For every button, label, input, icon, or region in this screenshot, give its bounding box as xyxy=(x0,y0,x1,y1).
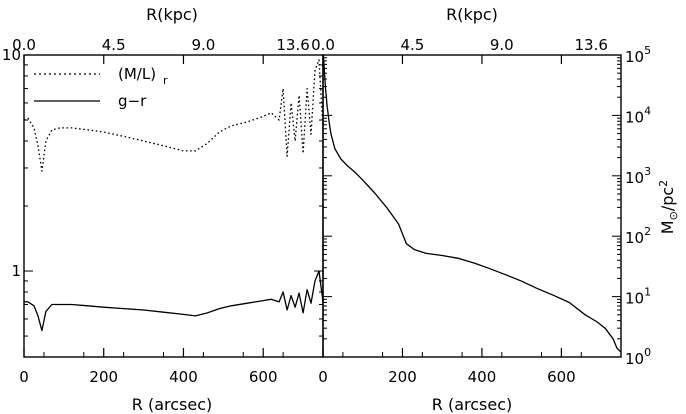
x-tick-label: 0 xyxy=(19,368,29,386)
x2-tick-label: 0.0 xyxy=(12,36,36,54)
right-bottom-axis-title: R (arcsec) xyxy=(432,395,513,414)
x2-tick-label: 0.0 xyxy=(311,36,335,54)
y-right-tick-label: 105 xyxy=(625,44,651,66)
x-tick-label: 200 xyxy=(388,368,417,386)
left-panel: 0 200 400 600 0.0 4.5 9.0 13.6 1 10 xyxy=(2,36,324,386)
y-right-tick-label: 104 xyxy=(625,104,651,126)
x-tick-label: 600 xyxy=(547,368,576,386)
ylabel-main: M xyxy=(658,220,677,234)
legend: (M/L) r g−r xyxy=(34,65,168,110)
x2-tick-label: 4.5 xyxy=(400,36,424,54)
x2-tick-label: 13.6 xyxy=(276,36,309,54)
legend-label-gr: g−r xyxy=(118,92,147,110)
y-right-tick-label: 103 xyxy=(625,165,651,187)
y-right-tick-label: 100 xyxy=(625,346,651,368)
x-tick-label: 400 xyxy=(468,368,497,386)
left-bottom-axis-title: R (arcsec) xyxy=(132,395,213,414)
x2-tick-label: 4.5 xyxy=(102,36,126,54)
legend-label-ml: (M/L) xyxy=(118,65,156,83)
ylabel-rest: /pc xyxy=(658,187,677,211)
series-line-mass-density xyxy=(322,54,622,353)
series-line-ml xyxy=(23,59,324,172)
x-tick-label: 0 xyxy=(318,368,328,386)
left-top-axis-title: R(kpc) xyxy=(146,5,198,24)
right-y-axis-title: M⊙/pc2 xyxy=(657,180,680,234)
ylabel-sup: 2 xyxy=(657,180,670,187)
ylabel-sub: ⊙ xyxy=(667,211,680,220)
x2-tick-label: 9.0 xyxy=(191,36,215,54)
y-right-tick-label: 101 xyxy=(625,286,651,308)
plot-frame xyxy=(322,54,622,358)
right-top-axis-title: R(kpc) xyxy=(446,5,498,24)
legend-label-ml-subscript: r xyxy=(163,74,168,87)
y-tick-label: 1 xyxy=(11,262,21,280)
y-right-tick-label: 102 xyxy=(625,225,651,247)
right-panel: 0 200 400 600 0.0 4.5 9.0 13.6 100 101 102 103 104 10… xyxy=(311,36,651,386)
x2-tick-label: 9.0 xyxy=(490,36,514,54)
x-tick-label: 400 xyxy=(169,368,198,386)
plot-frame xyxy=(23,54,324,358)
y-tick-label: 10 xyxy=(2,46,21,64)
series-line-gr xyxy=(24,270,324,332)
x-tick-label: 600 xyxy=(249,368,278,386)
x-tick-label: 200 xyxy=(89,368,118,386)
x2-tick-label: 13.6 xyxy=(574,36,607,54)
